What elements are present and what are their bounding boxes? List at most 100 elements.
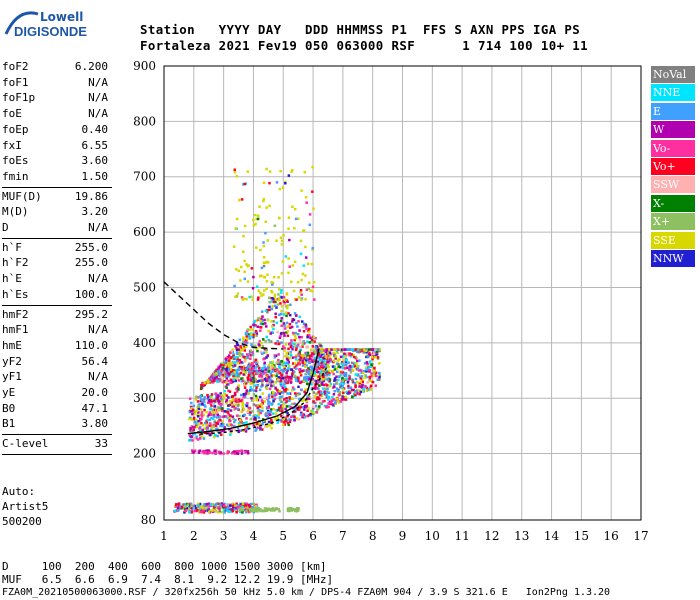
echo-point bbox=[255, 503, 258, 507]
echo-point bbox=[273, 392, 277, 395]
echo-point bbox=[217, 420, 220, 423]
echo-point bbox=[263, 361, 267, 365]
echo-point bbox=[258, 375, 261, 378]
echo-point bbox=[268, 424, 272, 427]
echo-point bbox=[283, 361, 287, 365]
echo-point bbox=[252, 389, 256, 392]
echo-point bbox=[377, 378, 381, 381]
echo-point bbox=[227, 510, 230, 513]
echo-point bbox=[220, 420, 224, 423]
echo-point bbox=[239, 419, 242, 422]
echo-point bbox=[275, 507, 278, 510]
echo-point bbox=[302, 340, 305, 344]
echo-point bbox=[242, 395, 245, 399]
echo-point bbox=[240, 420, 243, 424]
echo-point bbox=[299, 252, 303, 256]
echo-point bbox=[340, 382, 344, 385]
echo-point bbox=[335, 367, 339, 370]
echo-point bbox=[362, 351, 365, 354]
echo-point bbox=[257, 317, 260, 320]
echo-point bbox=[255, 398, 259, 402]
echo-point bbox=[326, 389, 329, 392]
echo-point bbox=[302, 329, 306, 333]
echo-point bbox=[303, 390, 306, 394]
echo-point bbox=[229, 361, 232, 365]
echo-point bbox=[299, 345, 302, 349]
echo-point bbox=[274, 381, 277, 384]
echo-point bbox=[359, 390, 363, 394]
echo-point bbox=[262, 181, 266, 185]
echo-point bbox=[321, 351, 324, 354]
echo-point bbox=[288, 399, 291, 403]
echo-point bbox=[200, 434, 203, 438]
echo-point bbox=[278, 336, 282, 340]
echo-point bbox=[274, 386, 277, 390]
y-tick-label: 400 bbox=[133, 336, 156, 350]
echo-point bbox=[355, 350, 359, 353]
echo-point bbox=[265, 287, 268, 291]
echo-point bbox=[319, 373, 323, 376]
echo-point bbox=[232, 404, 236, 408]
echo-point bbox=[318, 342, 321, 346]
echo-point bbox=[268, 170, 272, 173]
echo-point bbox=[301, 320, 304, 323]
digisonde-logo: Lowell DIGISONDE bbox=[4, 4, 87, 44]
y-tick-label: 80 bbox=[141, 513, 156, 527]
echo-point bbox=[313, 395, 317, 398]
echo-point bbox=[227, 413, 231, 416]
echo-point bbox=[295, 354, 298, 357]
echo-point bbox=[304, 405, 308, 409]
echo-point bbox=[290, 368, 294, 371]
echo-point bbox=[274, 298, 278, 301]
echo-point bbox=[305, 388, 309, 391]
echo-point bbox=[232, 374, 235, 378]
echo-point bbox=[219, 365, 222, 368]
echo-point bbox=[308, 356, 311, 360]
echo-point bbox=[211, 451, 214, 455]
echo-point bbox=[247, 392, 250, 396]
echo-point bbox=[301, 343, 305, 346]
echo-point bbox=[337, 375, 341, 378]
echo-point bbox=[224, 381, 228, 384]
echo-point bbox=[352, 353, 355, 357]
echo-point bbox=[308, 361, 311, 365]
param-value: 110.0 bbox=[74, 338, 108, 352]
echo-point bbox=[287, 227, 290, 230]
echo-point bbox=[248, 295, 251, 299]
echo-point bbox=[318, 347, 321, 351]
echo-point bbox=[240, 377, 243, 380]
echo-point bbox=[330, 399, 333, 402]
echo-point bbox=[338, 358, 341, 361]
echo-point bbox=[298, 392, 301, 396]
echo-point bbox=[262, 357, 265, 361]
echo-point bbox=[234, 400, 238, 403]
echo-point bbox=[304, 274, 307, 277]
echo-point bbox=[320, 381, 324, 385]
echo-point bbox=[311, 407, 315, 410]
echo-point bbox=[296, 325, 299, 328]
echo-point bbox=[306, 334, 310, 337]
echo-point bbox=[199, 505, 202, 509]
echo-point bbox=[219, 395, 223, 399]
echo-point bbox=[349, 370, 353, 374]
echo-point bbox=[281, 345, 285, 348]
echo-point bbox=[206, 395, 210, 399]
echo-point bbox=[237, 398, 241, 402]
echo-point bbox=[271, 365, 275, 368]
echo-point bbox=[273, 508, 277, 511]
echo-point bbox=[235, 511, 238, 514]
echo-point bbox=[276, 391, 280, 394]
echo-point bbox=[250, 374, 254, 378]
echo-point bbox=[238, 358, 242, 362]
echo-point bbox=[314, 351, 318, 355]
param-name: D bbox=[2, 221, 9, 234]
echo-point bbox=[288, 238, 291, 242]
echo-point bbox=[192, 428, 196, 432]
echo-point bbox=[304, 196, 308, 199]
echo-point bbox=[281, 363, 284, 367]
echo-point bbox=[358, 359, 361, 362]
echo-point bbox=[270, 426, 273, 430]
echo-point bbox=[283, 349, 286, 352]
echo-point bbox=[326, 372, 329, 376]
echo-point bbox=[293, 417, 296, 421]
